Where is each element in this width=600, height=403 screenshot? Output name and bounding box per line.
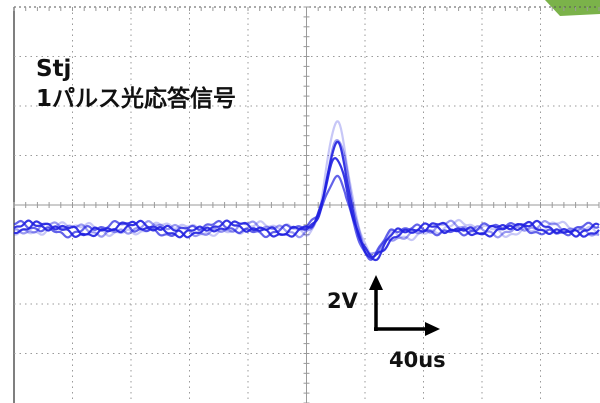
signal-traces (13, 120, 600, 262)
signal-trace (13, 174, 600, 261)
scale-bar (369, 275, 440, 336)
arrow-up-icon (369, 275, 383, 290)
chart-title-line-2: 1パルス光応答信号 (36, 86, 237, 112)
signal-trace (13, 120, 600, 258)
vertical-scale-label: 2V (327, 289, 358, 313)
graticule (13, 6, 600, 403)
chart-title-line-1: Stj (36, 56, 72, 82)
arrow-right-icon (425, 322, 440, 336)
horizontal-scale-label: 40us (389, 348, 446, 372)
corner-accent (545, 0, 600, 16)
